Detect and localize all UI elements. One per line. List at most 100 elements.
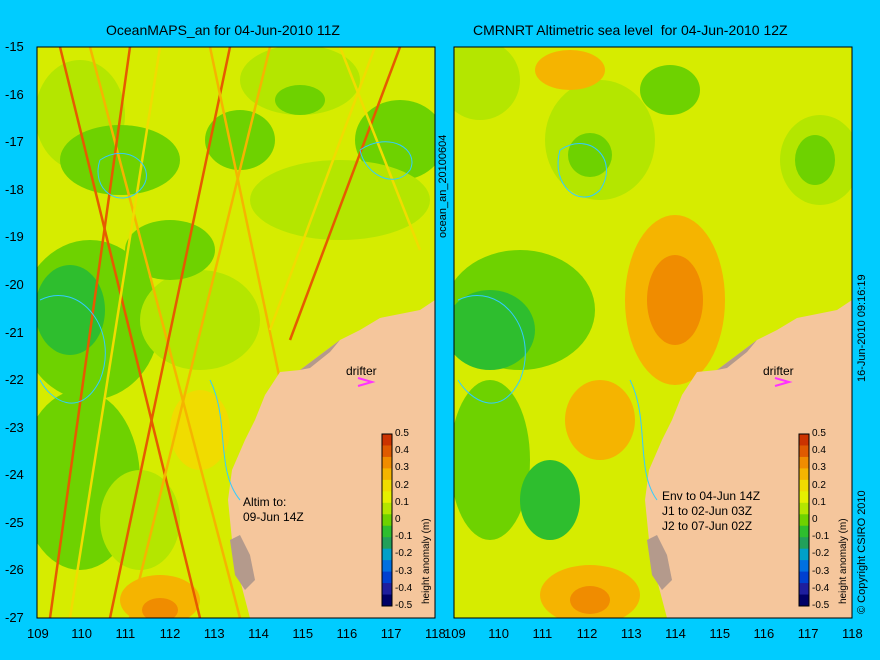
lon-tick-label: 117: [797, 626, 819, 641]
colorbar-segment: [799, 502, 809, 515]
colorbar-tick-label: -0.3: [395, 565, 413, 577]
left-map: [37, 47, 435, 618]
colorbar-tick-label: 0.5: [395, 428, 409, 439]
lon-tick-label: 118: [842, 626, 863, 641]
lon-tick-label: 113: [203, 626, 225, 641]
drifter-marker-left: [357, 377, 376, 387]
colorbar-segment: [382, 491, 392, 504]
colorbar-segment: [799, 479, 809, 492]
colorbar-tick-label: 0.2: [395, 479, 409, 491]
colorbar-segment: [799, 548, 809, 561]
colorbar-tick-label: -0.1: [395, 531, 413, 543]
colorbar-segment: [382, 537, 392, 550]
lon-tick-label: 110: [488, 626, 509, 641]
lon-tick-label: 110: [71, 626, 92, 641]
lat-tick-label: -17: [5, 134, 24, 150]
drifter-label-right: drifter: [763, 364, 794, 378]
timestamp-label: 16-Jun-2010 09:16:19: [856, 274, 868, 382]
run-id-label: ocean_an_20100604: [437, 134, 449, 238]
lon-tick-label: 111: [115, 626, 136, 641]
colorbar-tick-label: 0.1: [395, 496, 409, 508]
lon-tick-label: 109: [27, 626, 49, 641]
colorbar-tick-label: 0.5: [812, 428, 826, 439]
lon-tick-label: 114: [248, 626, 269, 641]
colorbar-segment: [382, 445, 392, 458]
colorbar-segment: [382, 594, 392, 607]
colorbar-segment: [799, 434, 809, 446]
lat-tick-label: -18: [5, 181, 24, 197]
colorbar-tick-label: 0.4: [395, 445, 409, 457]
lat-tick-label: -25: [5, 514, 24, 530]
altimetry-note-left: Altim to: 09-Jun 14Z: [243, 495, 304, 524]
colorbar-segment: [382, 571, 392, 584]
drifter-label-left: drifter: [346, 364, 377, 378]
colorbar-segment: [799, 525, 809, 538]
colorbar-segment: [799, 456, 809, 469]
lon-tick-label: 115: [709, 626, 731, 641]
colorbar-frame: [381, 433, 393, 607]
lat-tick-label: -26: [5, 562, 24, 578]
colorbar-segment: [799, 445, 809, 458]
colorbar-tick-label: 0: [395, 514, 401, 525]
lat-tick-label: -24: [5, 467, 24, 483]
colorbar-title-left: height anomaly (m): [421, 518, 432, 604]
colorbar-segment: [799, 491, 809, 504]
lat-tick-label: -15: [5, 39, 24, 54]
lon-tick-label: 109: [444, 626, 466, 641]
lon-tick-label: 118: [425, 626, 446, 641]
lat-tick-label: -16: [5, 86, 24, 102]
lon-tick-label: 113: [620, 626, 642, 641]
colorbar-tick-label: 0.4: [812, 445, 826, 457]
colorbar-left: [381, 433, 393, 607]
colorbar-frame: [798, 433, 810, 607]
lat-tick-label: -20: [5, 276, 24, 292]
lat-tick-label: -21: [5, 324, 24, 340]
colorbar-tick-label: 0.3: [395, 462, 409, 474]
colorbar-title-right: height anomaly (m): [838, 518, 849, 604]
colorbar-segment: [799, 571, 809, 584]
colorbar-segment: [799, 514, 809, 527]
colorbar-tick-label: -0.2: [395, 548, 413, 560]
lat-tick-label: -23: [5, 419, 24, 435]
colorbar-tick-label: 0.3: [812, 462, 826, 474]
colorbar-segment: [799, 560, 809, 573]
colorbar-segment: [799, 537, 809, 550]
altimetry-note-right: Env to 04-Jun 14Z J1 to 02-Jun 03Z J2 to…: [662, 489, 761, 533]
right-panel-title: CMRNRT Altimetric sea level for 04-Jun-2…: [473, 22, 788, 38]
colorbar-tick-label: -0.4: [395, 582, 413, 594]
colorbar-segment: [382, 456, 392, 469]
colorbar-segment: [382, 548, 392, 561]
lat-tick-label: -27: [5, 610, 24, 625]
colorbar-tick-label: -0.3: [812, 565, 830, 577]
colorbar-segment: [382, 514, 392, 527]
colorbar-tick-label: -0.5: [812, 600, 830, 611]
altimeter-tracks: [48, 47, 422, 618]
lon-tick-label: 116: [336, 626, 358, 641]
colorbar-tick-label: 0.2: [812, 479, 826, 491]
colorbar-segment: [382, 434, 392, 446]
lon-tick-label: 115: [292, 626, 314, 641]
colorbar-tick-label: -0.1: [812, 531, 830, 543]
contours-left: [39, 141, 413, 501]
lon-tick-label: 117: [380, 626, 402, 641]
contours-right: [457, 143, 658, 501]
colorbar-tick-label: 0: [812, 514, 818, 525]
colorbar-segment: [799, 594, 809, 607]
lat-tick-label: -22: [5, 372, 24, 388]
lon-tick-label: 112: [576, 626, 598, 641]
colorbar-tick-label: 0.1: [812, 496, 826, 508]
colorbar-segment: [799, 468, 809, 481]
colorbar-tick-label: -0.2: [812, 548, 830, 560]
drifter-marker-right: [774, 377, 793, 387]
colorbar-segment: [799, 583, 809, 596]
lon-tick-label: 116: [753, 626, 775, 641]
colorbar-right: [798, 433, 810, 607]
right-map: [454, 47, 852, 618]
lon-tick-label: 111: [532, 626, 553, 641]
colorbar-tick-label: -0.5: [395, 600, 413, 611]
copyright-label: © Copyright CSIRO 2010: [856, 490, 868, 614]
colorbar-tick-label: -0.4: [812, 582, 830, 594]
left-map-frame: [36, 46, 436, 619]
colorbar-segment: [382, 525, 392, 538]
